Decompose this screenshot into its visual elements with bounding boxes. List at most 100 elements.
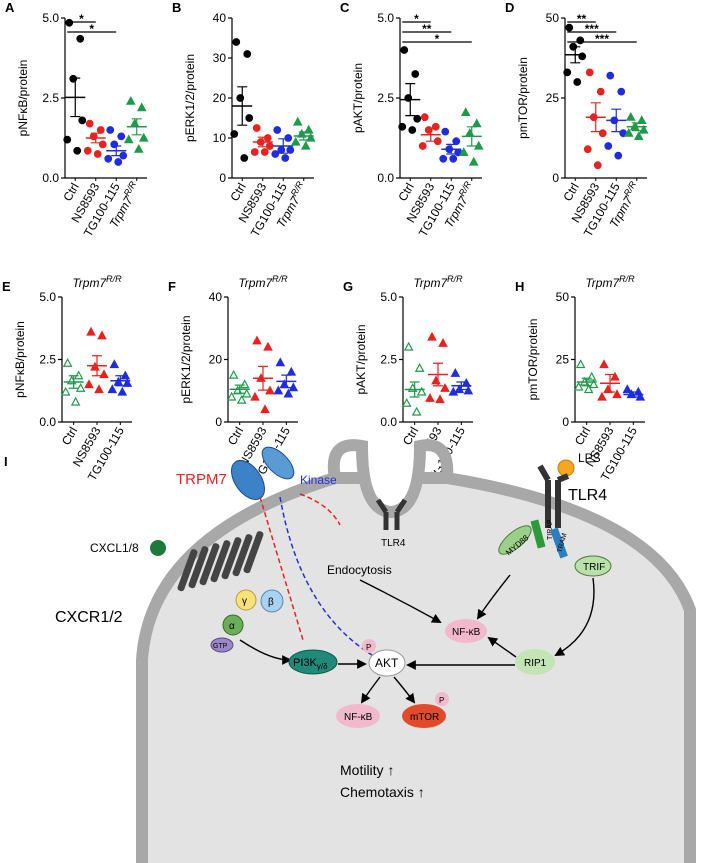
data-point (283, 388, 294, 398)
y-axis-label: pmTOR/protein (516, 57, 530, 139)
label: α (229, 621, 235, 632)
label: TRIF (583, 562, 605, 573)
sem-bar (628, 391, 639, 398)
data-point (438, 337, 448, 347)
subtitle: Trpm7R/R (238, 274, 288, 290)
rip1 (515, 649, 555, 675)
label: AKT (375, 656, 399, 670)
label: RIP1 (524, 658, 547, 669)
data-point (265, 385, 275, 395)
subtitle: Trpm7R/R (413, 274, 463, 290)
x-tick-label: R/R (622, 179, 639, 198)
sem-bar (278, 138, 289, 154)
data-point (598, 129, 607, 138)
subtitle: R/R (106, 274, 122, 284)
data-point (597, 391, 607, 401)
data-point (596, 87, 605, 96)
y-tick-label: 0.0 (377, 171, 394, 185)
sem-bar (611, 108, 622, 133)
sem-bar (258, 365, 268, 391)
data-point (400, 46, 409, 54)
label: Motility ↑ (340, 762, 394, 778)
data-point (427, 331, 437, 341)
data-point (612, 389, 622, 399)
data-point (117, 386, 128, 396)
data-point (300, 140, 311, 150)
data-point (610, 371, 620, 381)
data-point (563, 68, 572, 77)
sem-bar (70, 77, 81, 118)
data-point (62, 357, 73, 367)
label: NF-κB (344, 712, 373, 723)
data-point (441, 127, 450, 136)
label: P (439, 696, 444, 705)
data-point (286, 146, 295, 154)
x-tick-label: Ctrl (572, 425, 593, 448)
data-point (292, 116, 303, 126)
sem-bar (425, 127, 436, 142)
subtitle: Trpm7R/R (585, 274, 635, 290)
data-point (606, 71, 615, 80)
data-point (99, 369, 109, 379)
y-tick-label: 25 (546, 91, 560, 105)
tirap (530, 519, 546, 549)
y-tick-label: 2.5 (377, 91, 394, 105)
arrow (299, 493, 341, 526)
y-tick-label: 2.5 (380, 353, 397, 367)
data-point (439, 154, 448, 163)
label: Endocytosis (327, 563, 392, 577)
nfkb (336, 704, 380, 728)
data-point (265, 142, 274, 150)
data-point (473, 140, 484, 150)
y-axis-label: pNFκB/protein (16, 60, 30, 137)
data-point (63, 135, 72, 144)
y-tick-label: 5.0 (39, 290, 56, 304)
data-point (86, 326, 96, 336)
data-point (636, 115, 647, 124)
data-point (123, 134, 134, 144)
data-point (236, 394, 247, 404)
pit-membrane (327, 439, 454, 519)
data-point (414, 362, 425, 372)
subtitle: Trpm7R/R (72, 274, 122, 290)
myd88 (498, 525, 532, 555)
data-point (60, 386, 71, 396)
data-point (273, 385, 284, 395)
data-point (83, 146, 92, 155)
data-point (604, 142, 613, 150)
subtitle: Trpm7 (238, 276, 273, 290)
sem-bar (111, 145, 122, 157)
data-point (440, 382, 450, 392)
sem-bar (581, 377, 592, 387)
data-point (241, 388, 252, 398)
data-point (411, 406, 422, 416)
sem-bar (605, 373, 615, 393)
data-point (240, 154, 249, 162)
label: Kinase (300, 473, 337, 487)
sem-bar (570, 46, 581, 64)
data-point (138, 132, 149, 142)
y-tick-label: 20 (209, 353, 223, 367)
data-point (243, 50, 252, 58)
trpm7-kinase (261, 446, 295, 480)
akt (368, 649, 406, 677)
data-point (425, 392, 435, 402)
data-point (435, 394, 445, 404)
data-point (398, 122, 407, 131)
y-tick-label: 0 (562, 415, 569, 429)
data-point (106, 126, 115, 134)
arrow (259, 496, 304, 641)
data-point (633, 131, 644, 140)
sem-bar (115, 375, 126, 387)
data-point (565, 23, 574, 32)
label: γ/δ (317, 662, 328, 671)
data-point (411, 70, 420, 78)
y-tick-label: 2.5 (39, 353, 56, 367)
label: TRAM (557, 532, 569, 553)
label: CXCL1/8 (90, 541, 139, 555)
panel-label: A (5, 0, 15, 15)
data-point (585, 68, 594, 77)
sem-bar (257, 136, 268, 148)
panel-label: C (340, 0, 350, 15)
x-tick-label: R/R (289, 179, 306, 198)
